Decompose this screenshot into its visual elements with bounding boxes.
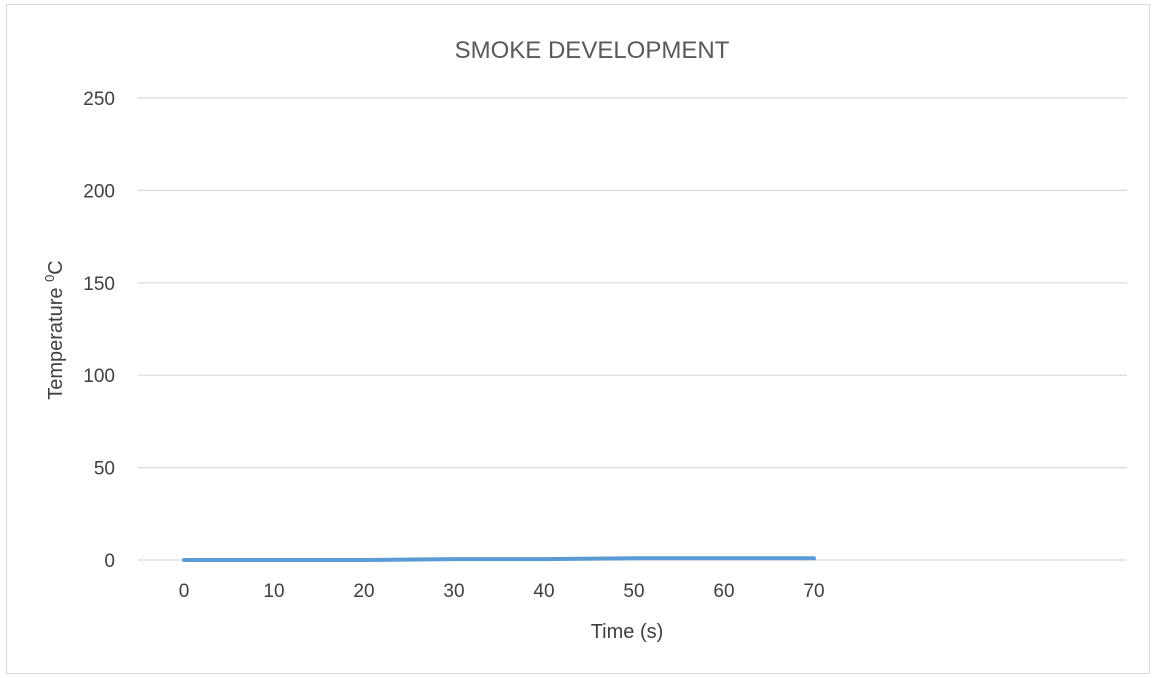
y-tick-label: 100	[83, 366, 115, 387]
x-axis-tick-labels: 0 10 20 30 40 50 60 70	[179, 581, 825, 602]
chart-frame	[6, 4, 1150, 674]
y-axis-title: Temperature 0C	[42, 260, 67, 400]
series-line-0	[182, 556, 816, 562]
chart-title: SMOKE DEVELOPMENT	[455, 37, 730, 64]
x-tick-label: 0	[179, 581, 190, 602]
y-axis-tick-labels: 0 50 100 150 200 250	[83, 89, 115, 572]
series-lines	[182, 556, 816, 562]
x-tick-label: 40	[533, 581, 554, 602]
x-tick-label: 50	[623, 581, 644, 602]
x-tick-label: 60	[713, 581, 734, 602]
y-tick-label: 0	[104, 551, 115, 572]
y-tick-label: 200	[83, 181, 115, 202]
y-axis-title-unit: C	[45, 260, 67, 274]
y-axis-title-text: Temperature	[45, 282, 67, 400]
x-axis-title: Time (s)	[591, 621, 664, 643]
y-tick-label: 150	[83, 274, 115, 295]
x-tick-label: 20	[353, 581, 374, 602]
y-tick-label: 250	[83, 89, 115, 110]
x-tick-label: 30	[443, 581, 464, 602]
x-tick-label: 70	[803, 581, 824, 602]
y-tick-label: 50	[94, 459, 115, 480]
gridlines	[138, 97, 1127, 561]
x-tick-label: 10	[263, 581, 284, 602]
y-axis-title-superscript: 0	[42, 275, 57, 282]
